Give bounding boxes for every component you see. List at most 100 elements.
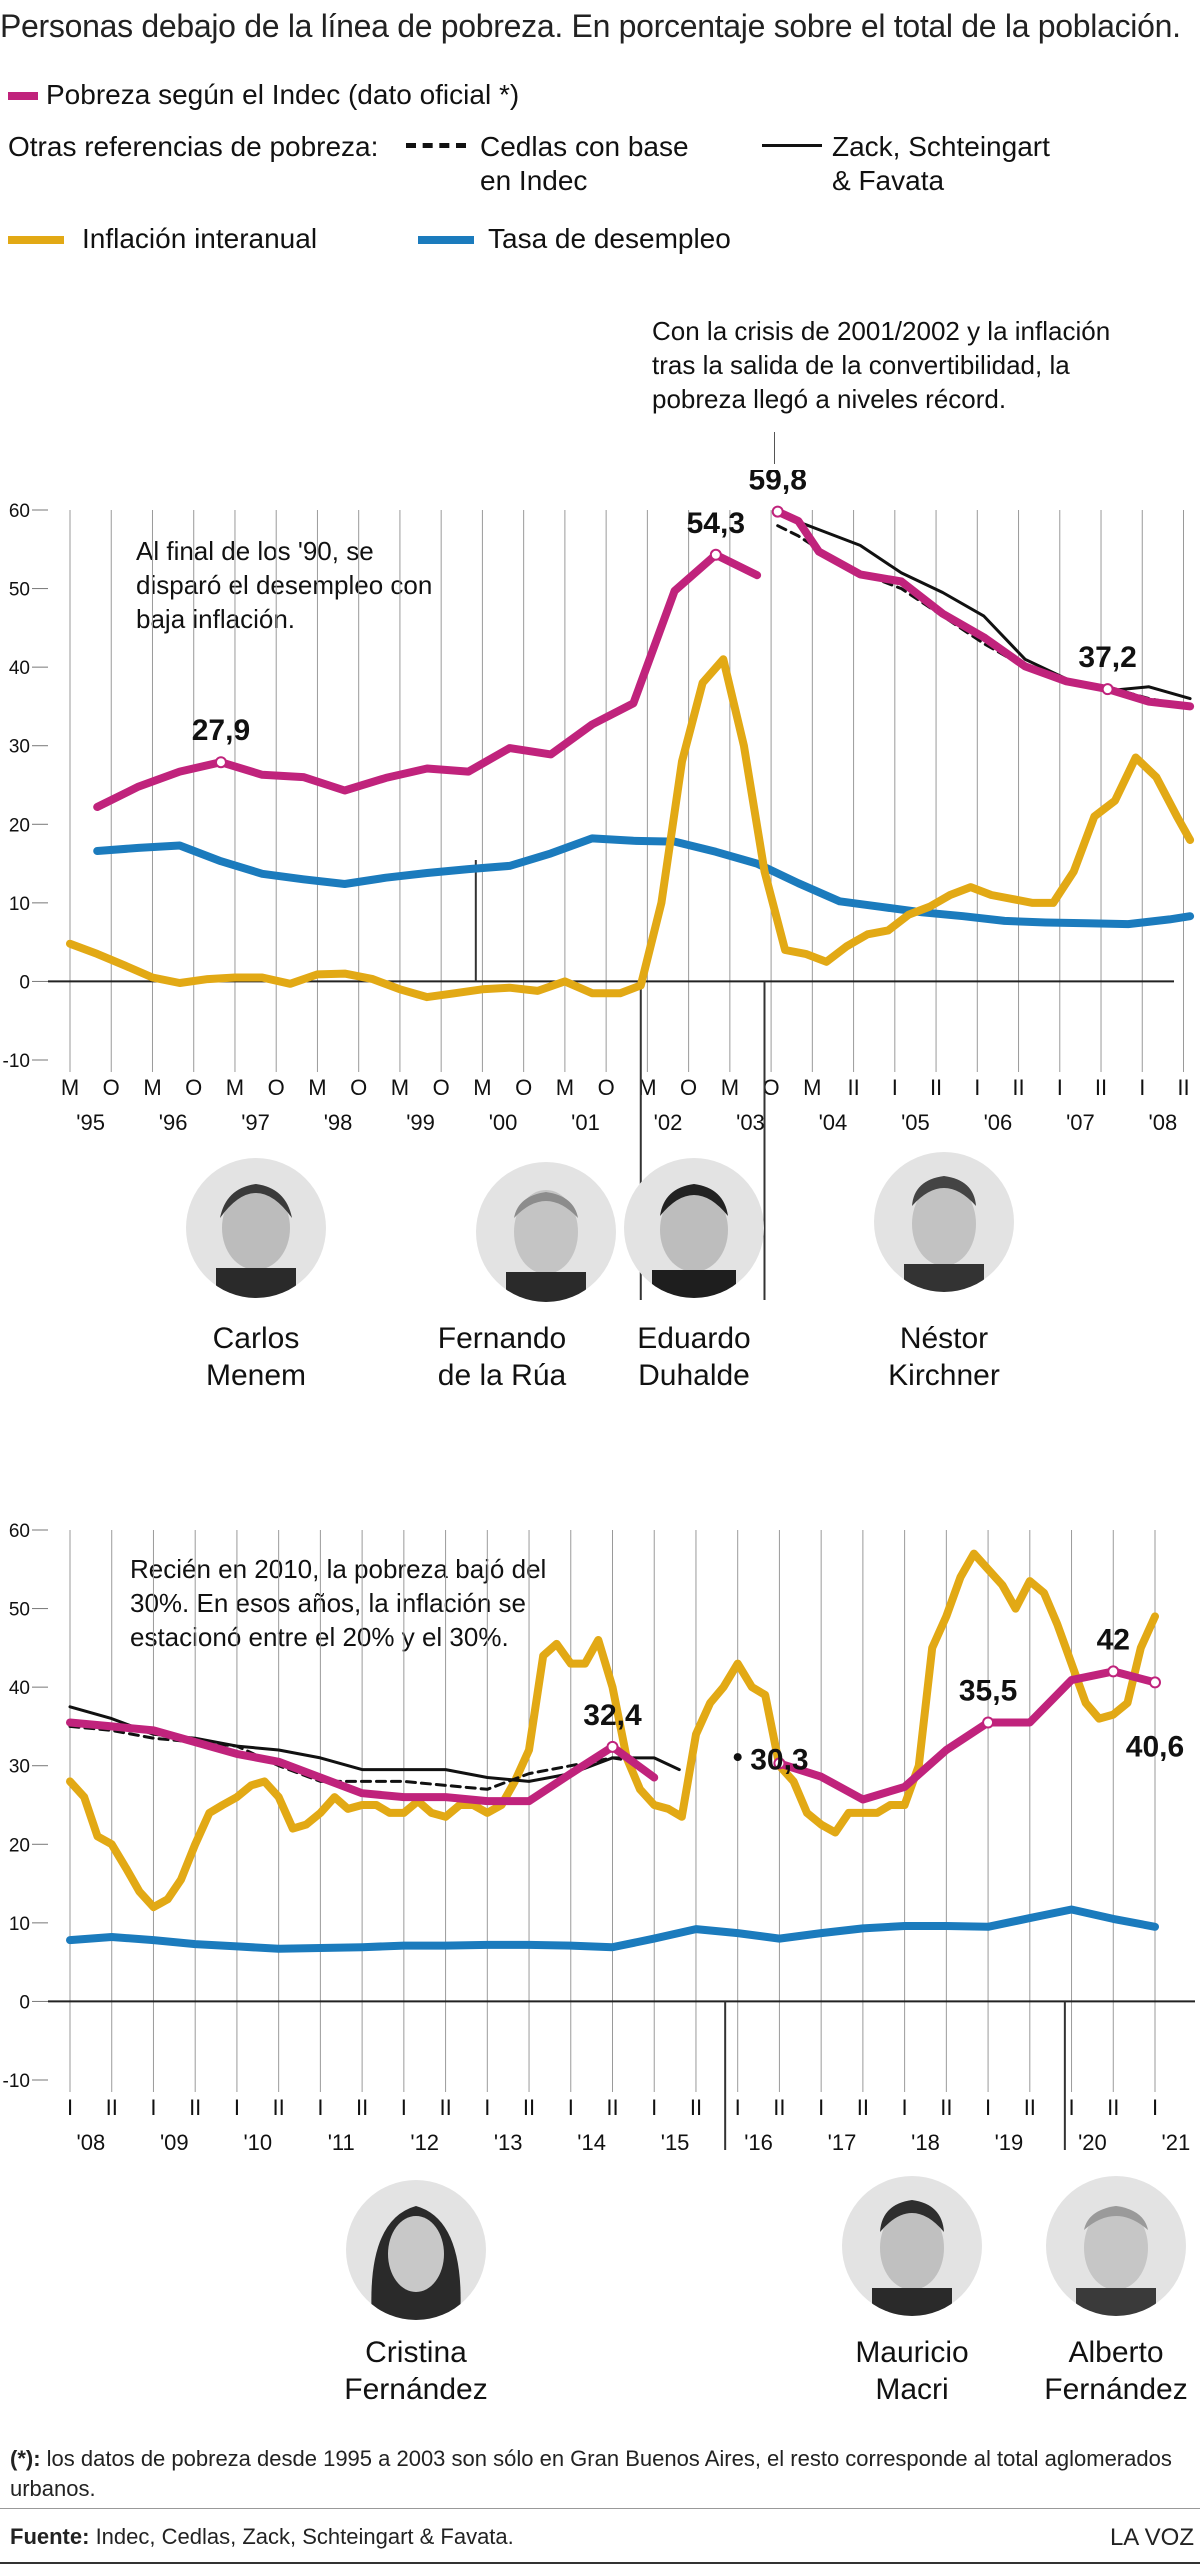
x-tick-label: M bbox=[803, 1075, 821, 1100]
x-tick-label: II bbox=[1095, 1075, 1107, 1100]
footer-divider bbox=[0, 2508, 1200, 2509]
x-tick-label: II bbox=[690, 2095, 702, 2120]
value-marker bbox=[982, 1716, 995, 1729]
label-pobreza-2019: 35,5 bbox=[959, 1675, 1017, 1708]
x-tick-label: O bbox=[433, 1075, 450, 1100]
cfk-portrait-icon bbox=[371, 2206, 461, 2320]
year-label: '01 bbox=[571, 1110, 600, 1135]
footnote-text: los datos de pobreza desde 1995 a 2003 s… bbox=[10, 2446, 1172, 2501]
x-tick-label: I bbox=[1068, 2095, 1074, 2120]
x-tick-label: M bbox=[61, 1075, 79, 1100]
x-tick-label: II bbox=[847, 1075, 859, 1100]
duhalde-portrait-icon bbox=[652, 1184, 736, 1298]
value-marker bbox=[771, 505, 784, 518]
y-tick-label: 20 bbox=[9, 1835, 30, 1856]
kirchner-portrait bbox=[874, 1152, 1014, 1292]
duhalde-portrait bbox=[624, 1158, 764, 1298]
x-tick-label: I bbox=[401, 2095, 407, 2120]
year-label: '04 bbox=[819, 1110, 848, 1135]
kirchner-name-line1: Néstor bbox=[899, 1322, 989, 1355]
y-tick-label: -10 bbox=[3, 2071, 30, 2092]
x-tick-label: I bbox=[985, 2095, 991, 2120]
label-pobreza-1996: 27,9 bbox=[192, 714, 250, 747]
label-pobreza-2003: 59,8 bbox=[748, 470, 806, 497]
macri-name-line1: Mauricio bbox=[855, 2336, 969, 2369]
y-tick-label: 30 bbox=[9, 737, 30, 758]
x-tick-label: I bbox=[484, 2095, 490, 2120]
x-tick-label: II bbox=[773, 2095, 785, 2120]
year-label: '97 bbox=[241, 1110, 270, 1135]
duhalde-name-line1: Eduardo bbox=[637, 1322, 751, 1355]
year-label: '07 bbox=[1066, 1110, 1095, 1135]
value-marker bbox=[1101, 683, 1114, 696]
label-pobreza-2007: 37,2 bbox=[1078, 641, 1136, 674]
x-tick-label: I bbox=[892, 1075, 898, 1100]
legend-cedlas-swatch bbox=[406, 143, 466, 148]
x-tick-label: I bbox=[651, 2095, 657, 2120]
x-tick-label: II bbox=[1177, 1075, 1189, 1100]
x-tick-label: I bbox=[317, 2095, 323, 2120]
annotation-crisis-pointer bbox=[774, 432, 775, 464]
delarua-portrait bbox=[476, 1162, 616, 1302]
menem-name-line2: Menem bbox=[205, 1359, 307, 1392]
x-tick-label: II bbox=[439, 2095, 451, 2120]
y-tick-label: 60 bbox=[9, 501, 30, 522]
alberto-portrait bbox=[1046, 2176, 1186, 2316]
label-pobreza-2020: 42 bbox=[1097, 1623, 1130, 1656]
value-marker bbox=[709, 548, 722, 561]
year-label: '16 bbox=[744, 2130, 773, 2150]
series-desempleo-line bbox=[93, 834, 1195, 929]
y-tick-label: 10 bbox=[9, 1914, 30, 1935]
chart-title: Personas debajo de la línea de pobreza. … bbox=[0, 8, 1181, 44]
macri-portrait-icon bbox=[872, 2200, 952, 2316]
x-tick-label: I bbox=[1057, 1075, 1063, 1100]
year-label: '96 bbox=[159, 1110, 188, 1135]
footnote: (*): los datos de pobreza desde 1995 a 2… bbox=[10, 2444, 1190, 2504]
source-label: Fuente: bbox=[10, 2524, 90, 2549]
x-tick-label: O bbox=[103, 1075, 120, 1100]
series-inflacion-line bbox=[66, 1549, 1159, 1912]
year-label: '21 bbox=[1162, 2130, 1191, 2150]
y-tick-label: 10 bbox=[9, 894, 30, 915]
year-label: '17 bbox=[828, 2130, 857, 2150]
x-tick-label: O bbox=[185, 1075, 202, 1100]
cfk-portrait bbox=[346, 2180, 486, 2320]
x-tick-label: II bbox=[273, 2095, 285, 2120]
series-desempleo-line bbox=[66, 1905, 1159, 1953]
y-tick-label: 0 bbox=[19, 972, 30, 993]
alberto-name-line2: Fernández bbox=[1044, 2373, 1188, 2406]
year-label: '05 bbox=[901, 1110, 930, 1135]
legend-zack-swatch bbox=[762, 144, 822, 147]
legend-cedlas-label-2: en Indec bbox=[480, 165, 588, 196]
year-label: '02 bbox=[654, 1110, 683, 1135]
x-tick-label: M bbox=[391, 1075, 409, 1100]
x-tick-label: M bbox=[143, 1075, 161, 1100]
y-tick-label: 30 bbox=[9, 1757, 30, 1778]
x-tick-label: II bbox=[523, 2095, 535, 2120]
x-tick-label: M bbox=[556, 1075, 574, 1100]
x-tick-label: M bbox=[721, 1075, 739, 1100]
x-tick-label: II bbox=[1107, 2095, 1119, 2120]
x-tick-label: M bbox=[473, 1075, 491, 1100]
y-tick-label: 40 bbox=[9, 658, 30, 679]
series-cedlas-line bbox=[68, 1724, 639, 1791]
legend-zack-label-1: Zack, Schteingart bbox=[832, 131, 1050, 162]
legend-zack-label-2: & Favata bbox=[832, 165, 945, 196]
year-label: '99 bbox=[406, 1110, 435, 1135]
legend-desempleo-swatch bbox=[418, 236, 474, 244]
y-tick-label: 60 bbox=[9, 1521, 30, 1542]
x-tick-label: II bbox=[356, 2095, 368, 2120]
series-indec-line bbox=[66, 1718, 659, 1806]
year-label: '06 bbox=[984, 1110, 1013, 1135]
x-tick-label: M bbox=[308, 1075, 326, 1100]
series-indec-line bbox=[773, 507, 1195, 711]
cfk-name-line1: Cristina bbox=[365, 2336, 467, 2369]
year-label: '09 bbox=[160, 2130, 189, 2150]
x-tick-label: O bbox=[515, 1075, 532, 1100]
annotation-pobreza2010: Recién en 2010, la pobreza bajó del 30%.… bbox=[130, 1554, 547, 1652]
year-label: '08 bbox=[77, 2130, 106, 2150]
x-tick-label: O bbox=[350, 1075, 367, 1100]
year-label: '18 bbox=[911, 2130, 940, 2150]
year-label: '13 bbox=[494, 2130, 523, 2150]
legend-desempleo-label: Tasa de desempleo bbox=[488, 223, 731, 254]
